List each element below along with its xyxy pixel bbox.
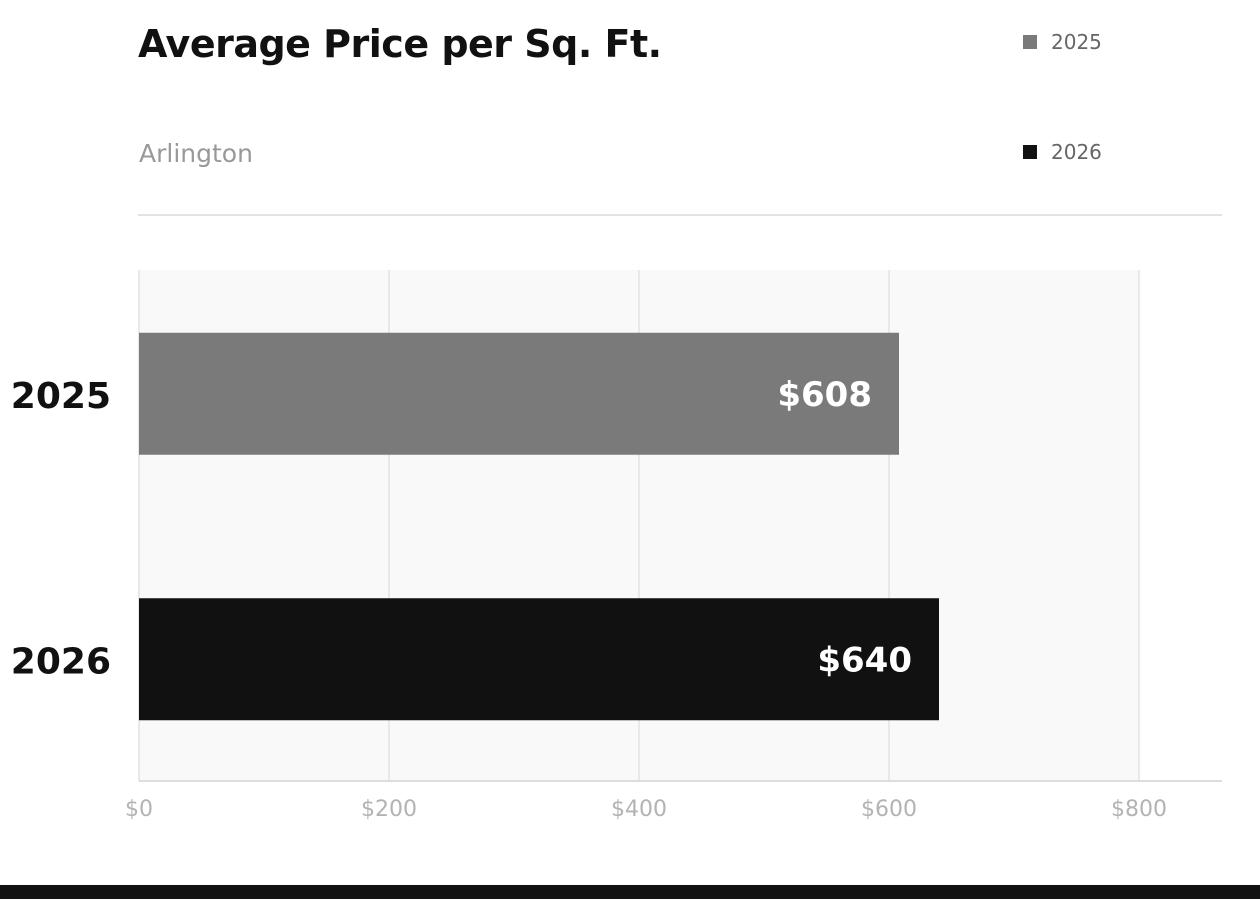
header-divider bbox=[138, 214, 1222, 216]
legend-item-2026[interactable]: 2026 bbox=[1023, 140, 1102, 164]
chart-title: Average Price per Sq. Ft. bbox=[138, 22, 662, 66]
x-tick-label-0: $0 bbox=[125, 797, 153, 822]
x-tick-label-2: $400 bbox=[611, 797, 667, 822]
legend-label-2025: 2025 bbox=[1051, 30, 1102, 54]
bar-2026 bbox=[139, 598, 939, 721]
legend-label-2026: 2026 bbox=[1051, 140, 1102, 164]
bar-2025 bbox=[139, 332, 899, 455]
data-label-2026: $640 bbox=[817, 640, 912, 680]
data-label-2025: $608 bbox=[777, 375, 872, 415]
x-tick-label-3: $600 bbox=[861, 797, 917, 822]
bar-chart: $0 $200 $400 $600 $800 $608 2025 $640 2026 bbox=[11, 270, 1222, 822]
chart-subtitle: Arlington bbox=[139, 139, 253, 168]
legend-swatch-2025 bbox=[1023, 35, 1037, 49]
category-label-2025: 2025 bbox=[11, 376, 111, 417]
x-tick-label-4: $800 bbox=[1111, 797, 1167, 822]
category-label-2026: 2026 bbox=[11, 641, 111, 682]
footer-bar bbox=[0, 885, 1260, 899]
legend-item-2025[interactable]: 2025 bbox=[1023, 30, 1102, 54]
x-tick-label-1: $200 bbox=[361, 797, 417, 822]
legend-swatch-2026 bbox=[1023, 145, 1037, 159]
